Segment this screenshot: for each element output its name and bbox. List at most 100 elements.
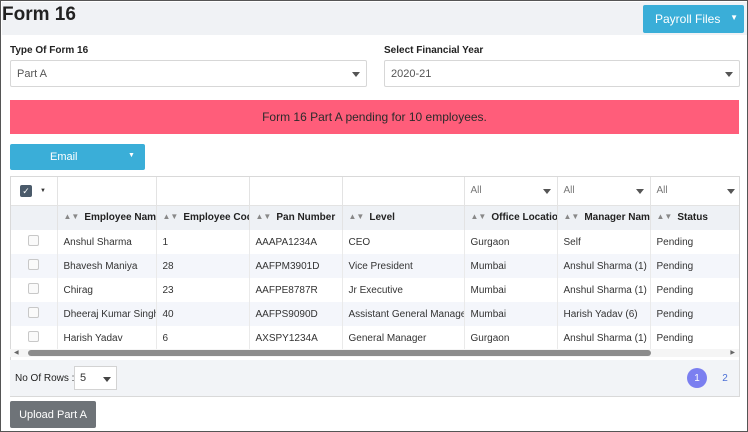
column-header-label: Office Location	[491, 212, 557, 224]
sort-icon: ▲▼	[162, 212, 179, 222]
rows-per-page-value: 5	[80, 372, 87, 384]
cell-pan-number: AXSPY1234A	[249, 326, 343, 350]
caret-down-icon: ▼	[128, 152, 135, 159]
form-type-select[interactable]: Part A	[10, 60, 367, 87]
column-header-label: Manager Name	[584, 212, 650, 224]
row-checkbox-cell[interactable]	[11, 302, 58, 326]
upload-part-a-button[interactable]: Upload Part A	[10, 401, 96, 428]
cell-employee-name: Anshul Sharma	[57, 230, 157, 254]
cell-employee-code: 40	[156, 302, 250, 326]
filter-employee-code[interactable]	[156, 177, 250, 206]
top-bar	[2, 2, 747, 35]
financial-year-label: Select Financial Year	[384, 45, 484, 56]
header-row: ▲▼ Employee Name ▲▼ Employee Code ▲▼ Pan Nu…	[11, 205, 739, 230]
form-type-label: Type Of Form 16	[10, 45, 89, 56]
rows-per-page-label: No Of Rows :	[15, 373, 75, 384]
cell-pan-number: AAFPM3901D	[249, 254, 343, 278]
dropdown-arrow-icon	[726, 189, 735, 194]
horizontal-scrollbar[interactable]: ◀ ▶	[10, 349, 739, 357]
row-checkbox[interactable]	[28, 259, 39, 270]
row-checkbox-cell[interactable]	[11, 278, 58, 302]
sort-icon: ▲▼	[563, 212, 580, 222]
cell-pan-number: AAFPS9090D	[249, 302, 343, 326]
filter-status[interactable]: All	[650, 177, 739, 206]
cell-employee-name: Harish Yadav	[57, 326, 157, 350]
filter-employee-name[interactable]	[57, 177, 157, 206]
column-header-label: Pan Number	[276, 212, 336, 224]
cell-level: CEO	[342, 230, 465, 254]
cell-office-location: Gurgaon	[464, 326, 558, 350]
payroll-files-button[interactable]: Payroll Files ▼	[643, 5, 744, 33]
row-checkbox-cell[interactable]	[11, 326, 58, 350]
cell-employee-name: Chirag	[57, 278, 157, 302]
select-all-cell[interactable]: ✓ ▼	[11, 177, 58, 206]
cell-employee-code: 23	[156, 278, 250, 302]
scrollbar-thumb[interactable]	[28, 350, 651, 356]
caret-down-icon[interactable]: ▼	[40, 187, 46, 194]
filter-level[interactable]	[342, 177, 465, 206]
cell-level: Vice President	[342, 254, 465, 278]
row-checkbox[interactable]	[28, 331, 39, 342]
cell-office-location: Mumbai	[464, 254, 558, 278]
scroll-left-icon[interactable]: ◀	[14, 350, 19, 356]
page-button-2[interactable]: 2	[722, 372, 728, 384]
dropdown-arrow-icon	[635, 189, 644, 194]
row-checkbox-cell[interactable]	[11, 254, 58, 278]
cell-status: Pending	[650, 230, 739, 254]
row-checkbox[interactable]	[28, 307, 39, 318]
dropdown-arrow-icon	[542, 189, 551, 194]
column-header-level[interactable]: ▲▼ Level	[342, 205, 465, 230]
table-row[interactable]: Chirag 23 AAFPE8787R Jr Executive Mumbai…	[11, 278, 739, 302]
row-checkbox[interactable]	[28, 283, 39, 294]
scroll-right-icon[interactable]: ▶	[730, 350, 735, 356]
cell-status: Pending	[650, 326, 739, 350]
select-all-checkbox[interactable]: ✓	[20, 184, 32, 197]
filter-office-location[interactable]: All	[464, 177, 558, 206]
sort-icon: ▲▼	[63, 212, 80, 222]
financial-year-select[interactable]: 2020-21	[384, 60, 740, 87]
email-button[interactable]: Email ▼	[10, 144, 145, 170]
sort-icon: ▲▼	[348, 212, 365, 222]
table-row[interactable]: Anshul Sharma 1 AAAPA1234A CEO Gurgaon S…	[11, 230, 739, 254]
cell-manager-name: Anshul Sharma (1)	[557, 278, 651, 302]
column-header-label: Level	[369, 212, 395, 224]
column-header-employee-name[interactable]: ▲▼ Employee Name	[57, 205, 157, 230]
rows-per-page-select[interactable]: 5	[74, 366, 117, 390]
filter-manager-name[interactable]: All	[557, 177, 651, 206]
cell-pan-number: AAAPA1234A	[249, 230, 343, 254]
column-header-label: Employee Code	[183, 212, 248, 224]
employee-grid: ✓ ▼ All All All ▲▼ Employee Name ▲▼ Employe…	[10, 176, 740, 397]
column-header-office-location[interactable]: ▲▼ Office Location	[464, 205, 558, 230]
pending-alert: Form 16 Part A pending for 10 employees.	[10, 100, 739, 134]
financial-year-value: 2020-21	[391, 67, 432, 80]
cell-manager-name: Anshul Sharma (1)	[557, 254, 651, 278]
row-checkbox-cell[interactable]	[11, 230, 58, 254]
header-checkbox-column	[11, 205, 58, 230]
table-row[interactable]: Bhavesh Maniya 28 AAFPM3901D Vice Presid…	[11, 254, 739, 278]
column-header-pan-number[interactable]: ▲▼ Pan Number	[249, 205, 343, 230]
cell-level: Jr Executive	[342, 278, 465, 302]
employee-table: ✓ ▼ All All All ▲▼ Employee Name ▲▼ Employe…	[11, 177, 739, 350]
cell-office-location: Mumbai	[464, 278, 558, 302]
cell-employee-code: 1	[156, 230, 250, 254]
dropdown-arrow-icon	[103, 377, 111, 382]
filter-value: All	[656, 185, 668, 197]
column-header-label: Employee Name	[84, 212, 156, 224]
table-footer: No Of Rows : 5 1 2	[10, 360, 739, 396]
column-header-manager-name[interactable]: ▲▼ Manager Name	[557, 205, 651, 230]
email-label: Email	[50, 151, 78, 163]
column-header-employee-code[interactable]: ▲▼ Employee Code	[156, 205, 250, 230]
page-button-1[interactable]: 1	[687, 368, 707, 388]
table-row[interactable]: Harish Yadav 6 AXSPY1234A General Manage…	[11, 326, 739, 350]
column-header-status[interactable]: ▲▼ Status	[650, 205, 739, 230]
filter-value: All	[563, 185, 575, 197]
column-header-label: Status	[677, 212, 708, 224]
caret-down-icon: ▼	[730, 13, 738, 22]
filter-pan-number[interactable]	[249, 177, 343, 206]
page-title: Form 16	[2, 4, 76, 25]
cell-status: Pending	[650, 302, 739, 326]
row-checkbox[interactable]	[28, 235, 39, 246]
filter-row: ✓ ▼ All All All	[11, 177, 739, 206]
table-row[interactable]: Dheeraj Kumar Singh 40 AAFPS9090D Assist…	[11, 302, 739, 326]
